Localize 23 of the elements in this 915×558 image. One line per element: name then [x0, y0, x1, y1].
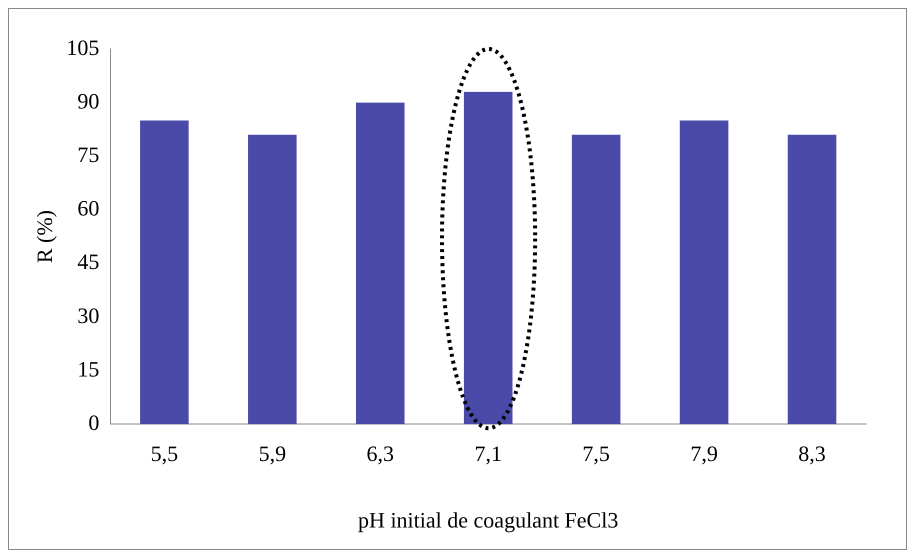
y-tick-label: 0	[88, 410, 100, 435]
y-tick-label: 75	[77, 142, 100, 167]
x-tick-label: 5,9	[258, 441, 286, 466]
x-axis-title: pH initial de coagulant FeCl3	[358, 508, 618, 533]
x-tick-label: 5,5	[150, 441, 178, 466]
y-tick-label: 45	[77, 249, 100, 274]
bar	[248, 134, 297, 424]
x-tick-label: 7,9	[690, 441, 718, 466]
x-tick-label: 8,3	[798, 441, 826, 466]
y-tick-label: 60	[77, 196, 100, 221]
bar	[680, 120, 728, 424]
x-tick-label: 7,1	[474, 441, 502, 466]
y-tick-label: 15	[77, 356, 100, 382]
y-tick-label: 30	[77, 302, 100, 328]
bar	[356, 102, 405, 424]
bar	[572, 134, 620, 424]
y-axis-title: R (%)	[32, 210, 57, 264]
x-tick-label: 7,5	[582, 441, 610, 466]
bar	[788, 134, 836, 424]
bar	[140, 120, 189, 424]
y-tick-label: 90	[77, 88, 100, 114]
y-tick-label: 105	[66, 34, 100, 60]
x-tick-label: 6,3	[366, 441, 394, 466]
